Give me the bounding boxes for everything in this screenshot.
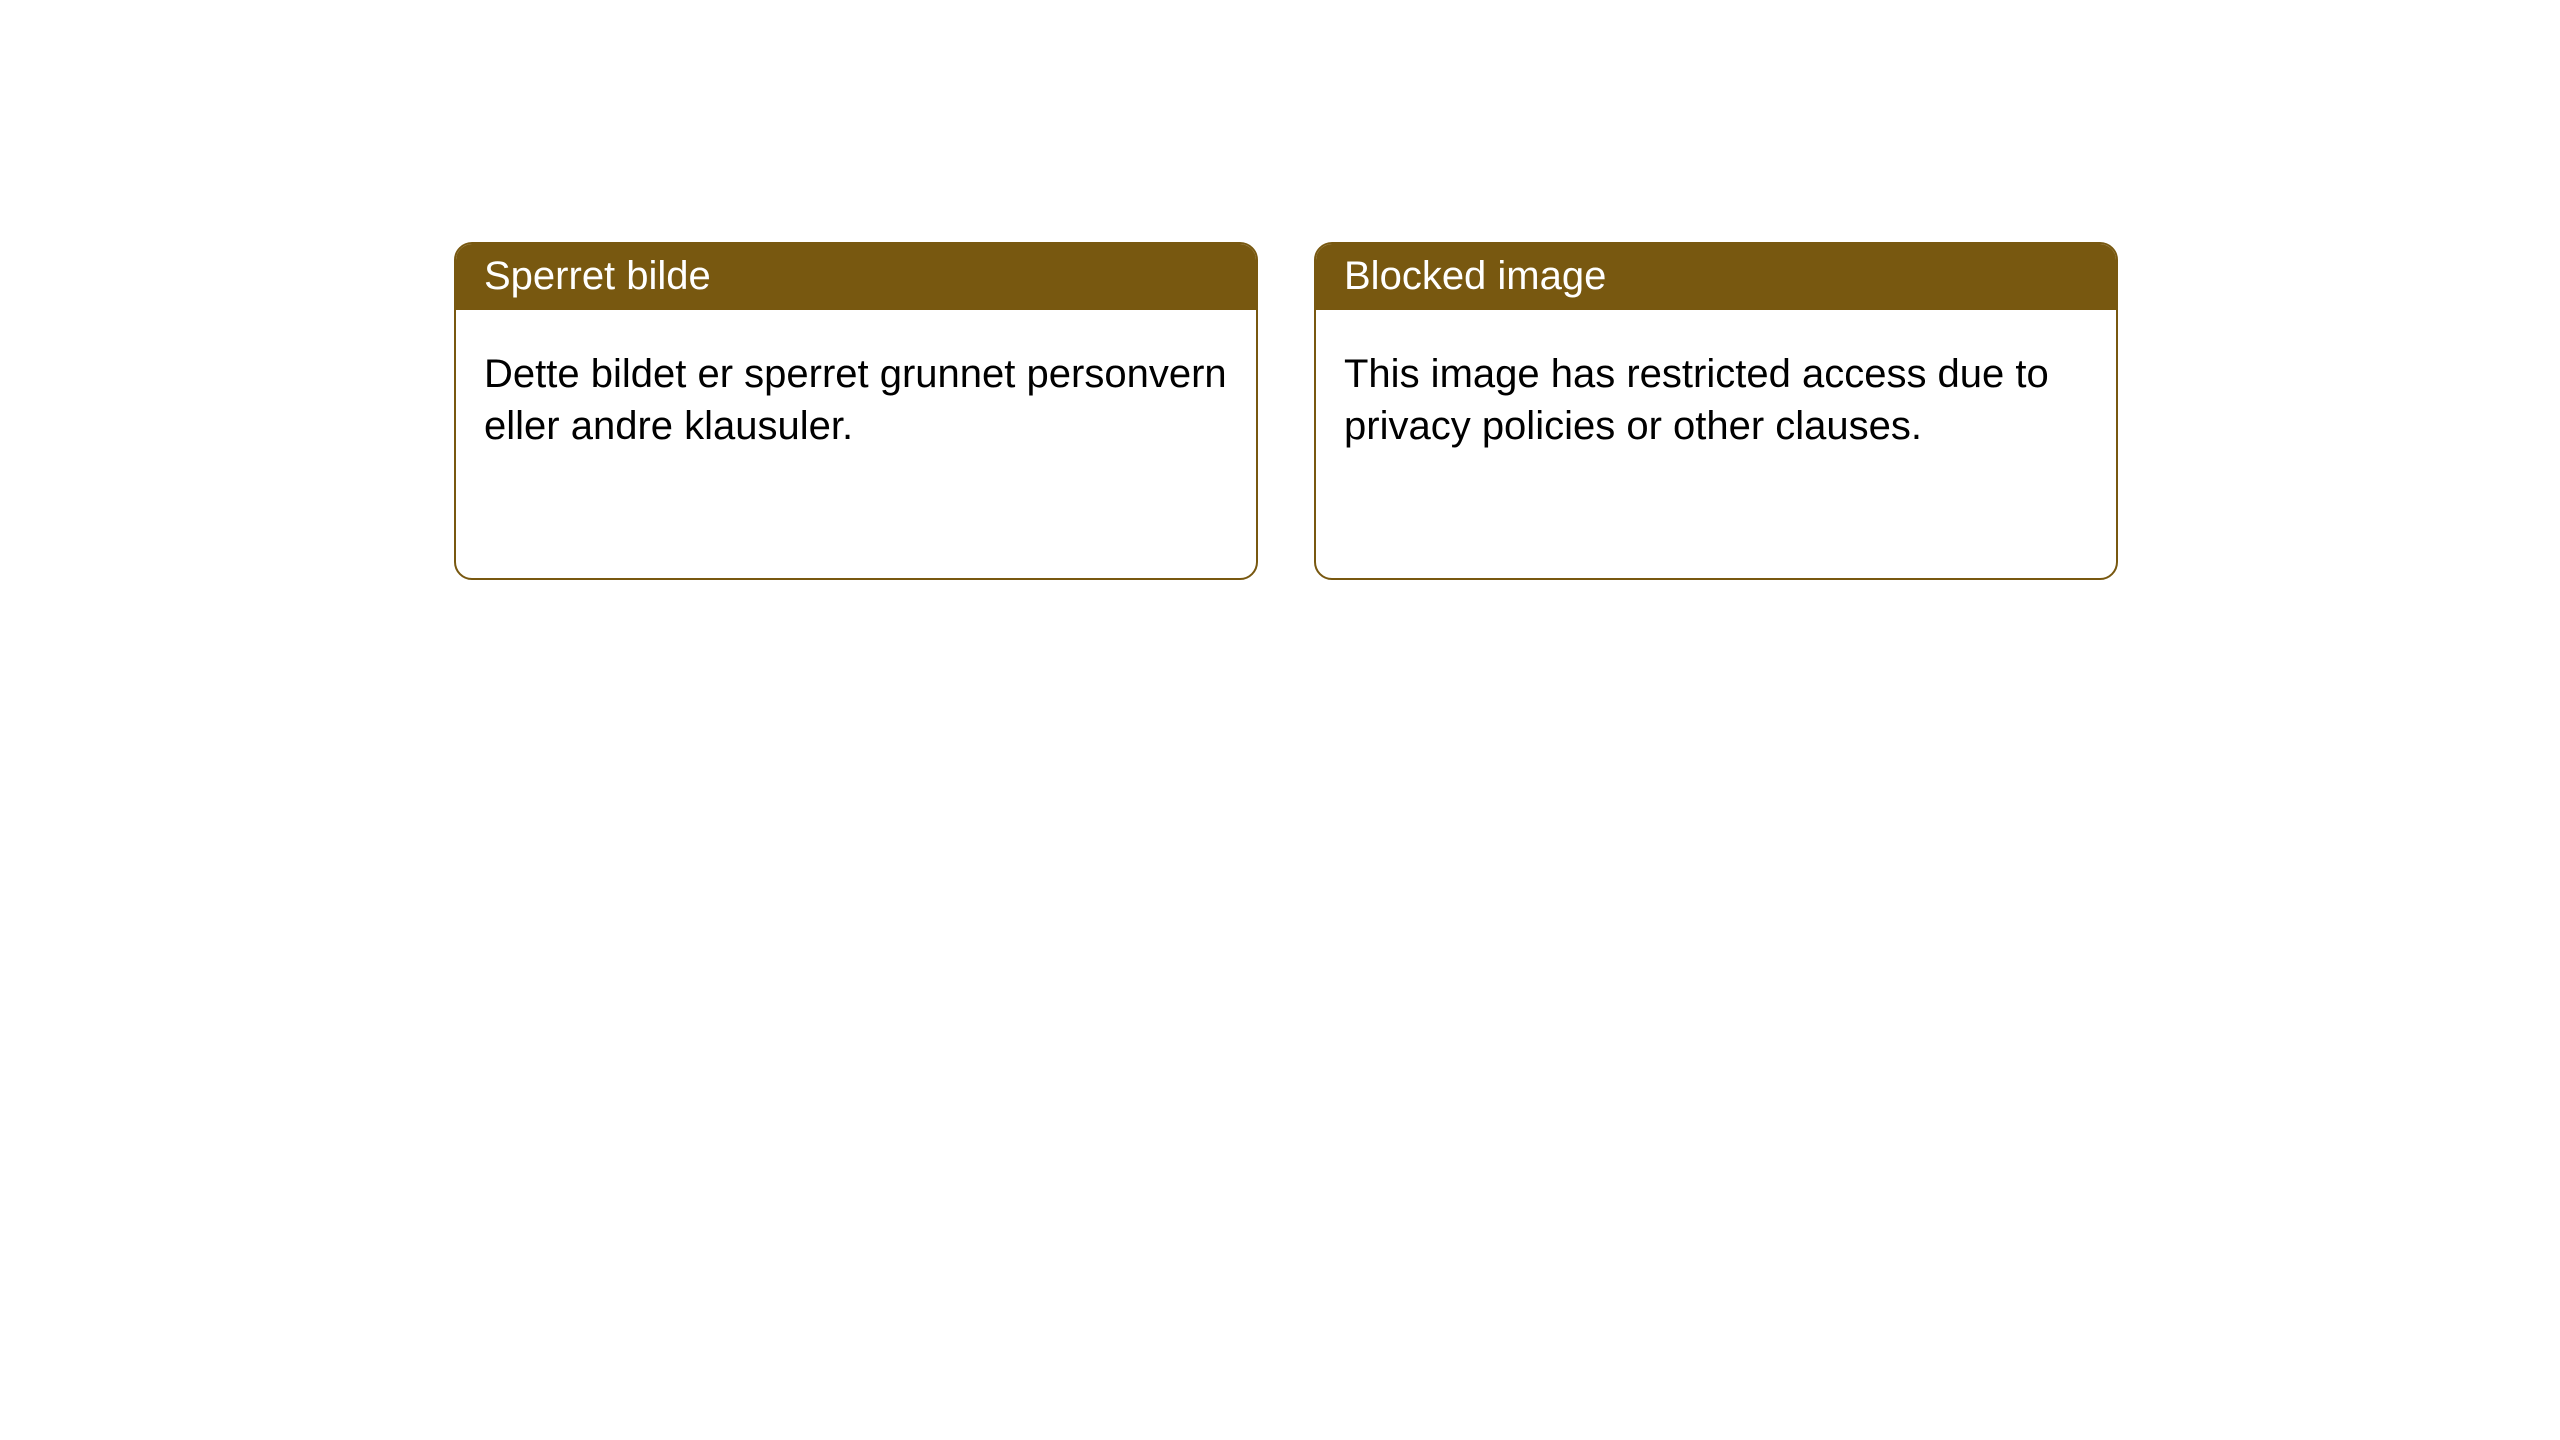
card-header: Sperret bilde bbox=[456, 244, 1256, 310]
blocked-image-card-en: Blocked image This image has restricted … bbox=[1314, 242, 2118, 580]
card-body: This image has restricted access due to … bbox=[1316, 310, 2116, 480]
card-body: Dette bildet er sperret grunnet personve… bbox=[456, 310, 1256, 480]
cards-container: Sperret bilde Dette bildet er sperret gr… bbox=[0, 0, 2560, 580]
blocked-image-card-no: Sperret bilde Dette bildet er sperret gr… bbox=[454, 242, 1258, 580]
card-header: Blocked image bbox=[1316, 244, 2116, 310]
